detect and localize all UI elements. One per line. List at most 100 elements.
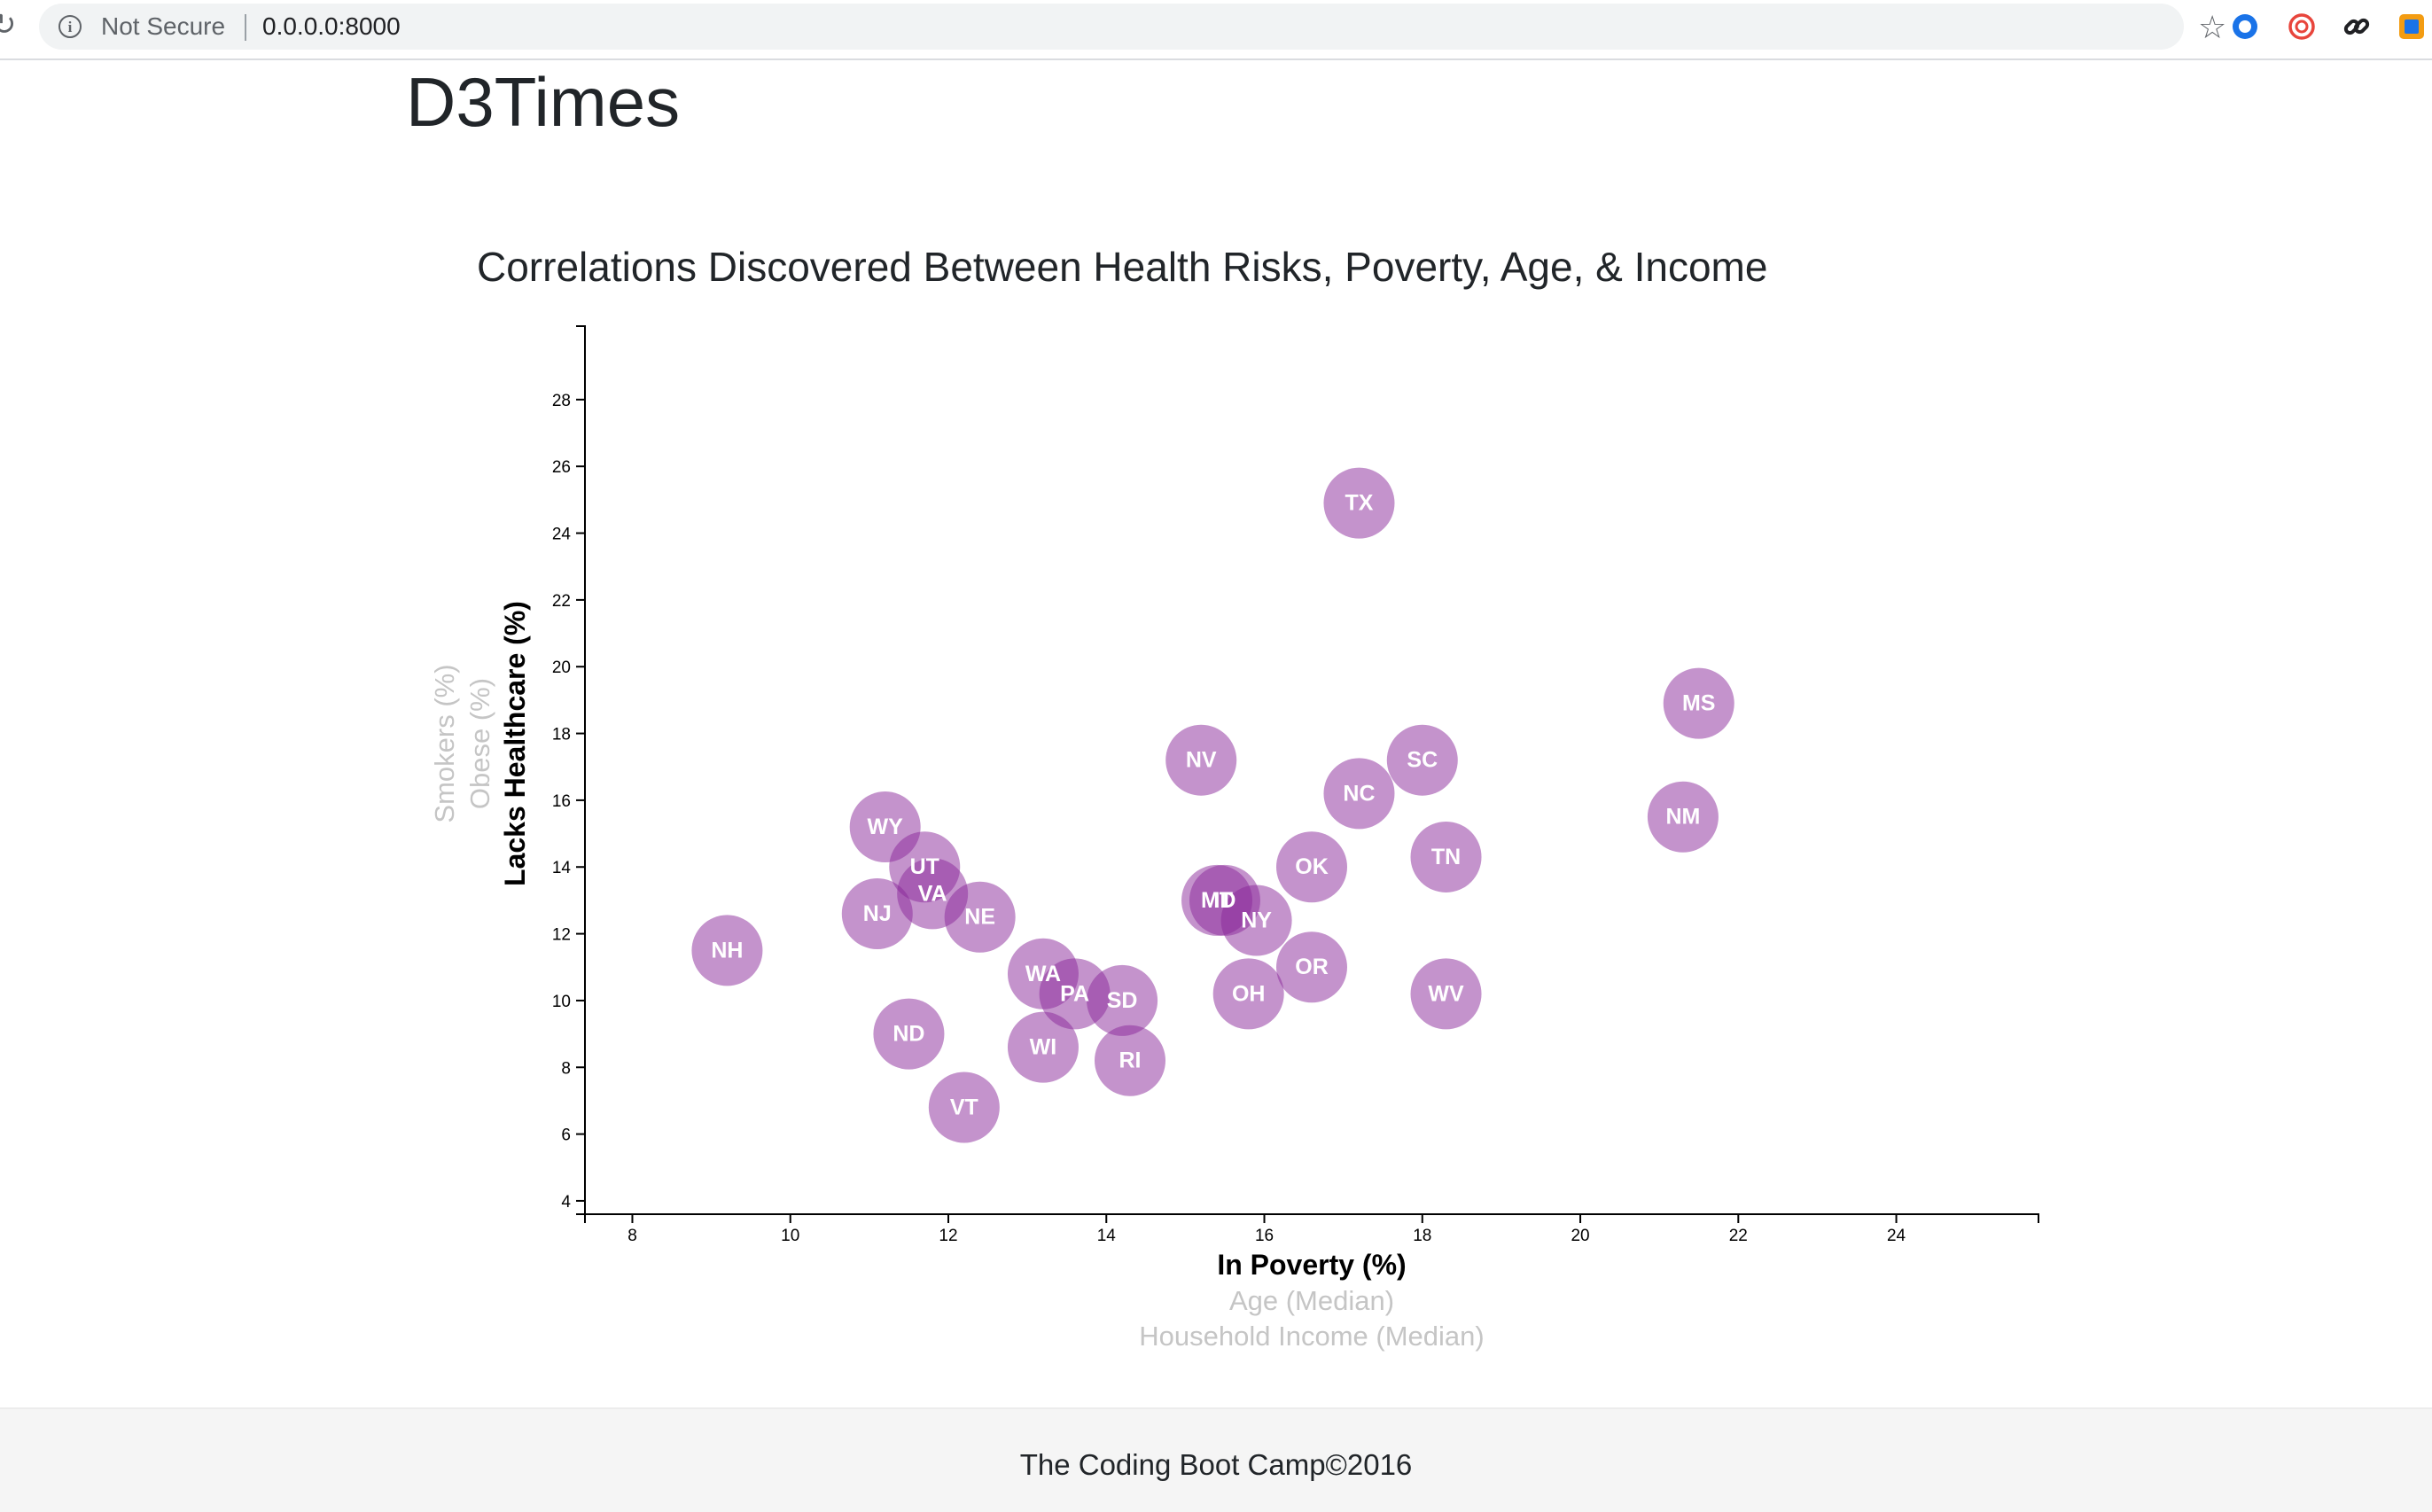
chart-title: Correlations Discovered Between Health R… (477, 244, 1768, 290)
y-tick-label: 20 (552, 659, 571, 677)
address-divider (245, 14, 246, 41)
y-axis-labels: Lacks Healthcare (%)Obese (%)Smokers (%) (429, 601, 531, 886)
x-tick: 24 (1887, 1214, 1906, 1245)
state-marker-wi[interactable] (1007, 1011, 1079, 1083)
security-label[interactable]: Not Secure (101, 12, 226, 40)
url-text[interactable]: 0.0.0.0:8000 (262, 12, 401, 40)
state-label-sc: SC (1407, 748, 1438, 773)
y-tick: 14 (552, 859, 585, 877)
state-label-nh: NH (711, 938, 743, 963)
state-marker-nj[interactable] (841, 877, 913, 949)
y-tick: 16 (552, 792, 585, 811)
state-label-nc: NC (1343, 781, 1375, 806)
state-marker-ny[interactable] (1220, 885, 1292, 956)
star-icon[interactable]: ☆ (2198, 9, 2227, 45)
state-marker-oh[interactable] (1212, 958, 1284, 1030)
state-label-va: VA (918, 881, 947, 906)
y-tick: 20 (552, 659, 585, 677)
extension-red-icon[interactable] (2287, 12, 2317, 42)
state-label-id: ID (1213, 888, 1235, 913)
y-tick-label: 22 (552, 592, 571, 611)
state-marker-or[interactable] (1276, 931, 1347, 1003)
state-markers (691, 467, 1734, 1143)
state-marker-wv[interactable] (1410, 958, 1482, 1030)
y-tick: 22 (552, 592, 585, 611)
state-marker-vt[interactable] (928, 1072, 1000, 1143)
state-marker-sd[interactable] (1087, 964, 1158, 1036)
state-label-pa: PA (1060, 981, 1089, 1006)
state-label-vt: VT (950, 1095, 978, 1119)
x-tick: 14 (1097, 1214, 1116, 1245)
state-marker-ne[interactable] (944, 881, 1016, 953)
reload-icon[interactable]: ↻ (0, 8, 17, 42)
y-tick-label: 8 (561, 1059, 571, 1078)
x-tick: 16 (1255, 1214, 1274, 1245)
state-marker-ri[interactable] (1095, 1025, 1165, 1096)
footer-text: The Coding Boot Camp©2016 (1019, 1448, 1413, 1481)
state-marker-ok[interactable] (1276, 831, 1347, 903)
state-marker-nh[interactable] (691, 915, 763, 986)
state-label-tn: TN (1431, 845, 1461, 869)
state-label-ut: UT (910, 854, 939, 879)
y-tick-label: 24 (552, 526, 572, 544)
state-label-tx: TX (1345, 491, 1374, 516)
state-marker-nd[interactable] (873, 998, 945, 1070)
y-tick-label: 26 (552, 458, 571, 477)
state-label-ne: NE (964, 905, 995, 930)
state-marker-nm[interactable] (1647, 781, 1719, 853)
state-label-ri: RI (1119, 1048, 1142, 1073)
state-label-mt: MT (1201, 888, 1233, 913)
y-tick-label: 28 (552, 392, 571, 410)
state-label-nj: NJ (863, 901, 892, 926)
x-tick-label: 24 (1887, 1227, 1906, 1245)
footer: The Coding Boot Camp©2016 (0, 1407, 2432, 1512)
y-tick-label: 14 (552, 859, 572, 877)
y-axis-label-1[interactable]: Obese (%) (464, 678, 495, 809)
x-tick: 10 (781, 1214, 799, 1245)
y-tick: 24 (552, 526, 585, 544)
state-marker-tn[interactable] (1410, 821, 1482, 892)
extension-blue-icon[interactable] (2230, 12, 2260, 42)
y-axis-label-2[interactable]: Smokers (%) (429, 664, 460, 822)
x-axis-labels: In Poverty (%) Age (Median) Household Inco… (1139, 1249, 1484, 1352)
y-tick-label: 4 (561, 1193, 571, 1212)
y-tick-label: 10 (552, 993, 571, 1011)
state-label-sd: SD (1107, 988, 1138, 1013)
info-icon[interactable]: i (58, 15, 82, 38)
state-label-wy: WY (868, 814, 904, 839)
extension-orange-icon[interactable] (2397, 12, 2427, 42)
x-tick-label: 22 (1729, 1227, 1748, 1245)
site-title: D3Times (406, 63, 681, 141)
state-marker-sc[interactable] (1386, 724, 1458, 796)
x-tick: 12 (939, 1214, 958, 1245)
state-label-ny: NY (1241, 908, 1272, 933)
link-icon[interactable] (2342, 12, 2372, 42)
address-bar[interactable]: i Not Secure 0.0.0.0:8000 ☆ (39, 4, 2226, 50)
y-tick: 6 (561, 1126, 585, 1145)
x-axis-label-2[interactable]: Household Income (Median) (1139, 1321, 1484, 1352)
x-tick-label: 20 (1571, 1227, 1589, 1245)
state-label-nv: NV (1186, 748, 1217, 773)
x-axis-line (584, 1213, 2039, 1223)
state-label-nd: ND (893, 1022, 924, 1047)
y-tick: 4 (561, 1193, 585, 1212)
state-marker-tx[interactable] (1323, 467, 1395, 539)
y-axis-line (576, 325, 586, 1215)
x-tick-label: 12 (939, 1227, 957, 1245)
state-marker-ms[interactable] (1663, 667, 1734, 739)
x-tick: 22 (1729, 1214, 1748, 1245)
y-tick: 18 (552, 726, 585, 744)
state-label-ms: MS (1682, 691, 1716, 716)
state-label-or: OR (1295, 955, 1329, 979)
scatter-chart: 8 10 12 14 16 18 20 22 24 4 6 8 10 12 14 16 18 20 22 24 26 2… (429, 325, 2039, 1352)
x-axis-label-1[interactable]: Age (Median) (1229, 1285, 1394, 1316)
state-marker-nc[interactable] (1323, 758, 1395, 830)
x-tick-label: 8 (627, 1227, 637, 1245)
y-axis-label-0[interactable]: Lacks Healthcare (%) (499, 601, 531, 886)
state-label-ok: OK (1295, 854, 1329, 879)
state-marker-nv[interactable] (1165, 724, 1237, 796)
x-axis-label-0[interactable]: In Poverty (%) (1217, 1249, 1406, 1281)
y-tick-label: 6 (561, 1126, 571, 1145)
y-axis: 4 6 8 10 12 14 16 18 20 22 24 26 28 (552, 325, 586, 1215)
